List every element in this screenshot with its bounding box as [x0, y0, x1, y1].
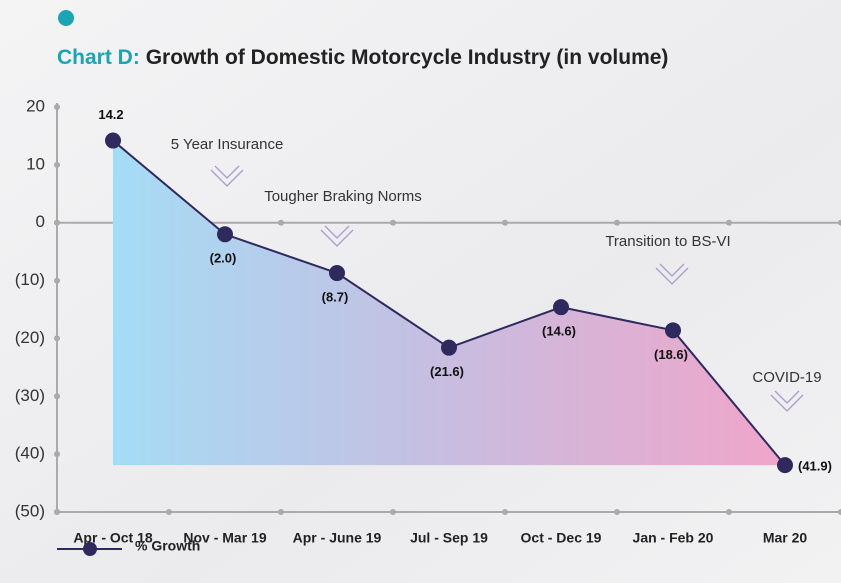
x-tick-mark	[726, 509, 732, 515]
annotation: 5 Year Insurance	[171, 136, 284, 153]
x-tick-label: Jan - Feb 20	[633, 530, 714, 546]
zero-dot	[54, 219, 60, 226]
x-tick-label: Apr - Oct 18	[73, 530, 153, 546]
title-dot	[58, 10, 74, 26]
x-tick-mark	[390, 509, 396, 515]
point	[329, 265, 345, 282]
y-tick-label: (40)	[15, 444, 45, 463]
chevron	[770, 390, 804, 412]
y-tick-label: 0	[36, 212, 45, 231]
value-label: (14.6)	[542, 324, 576, 339]
x-tick-mark	[54, 509, 60, 515]
x-tick-label: Mar 20	[763, 530, 808, 546]
y-tick-mark	[54, 277, 60, 284]
annotation: COVID-19	[752, 369, 821, 386]
zero-dot	[726, 219, 732, 226]
x-tick-label: Apr - June 19	[293, 530, 382, 546]
value-label: (18.6)	[654, 347, 688, 362]
y-tick-label: (20)	[15, 328, 45, 347]
chevron	[655, 263, 689, 285]
x-tick-mark	[166, 509, 172, 515]
title-prefix: Chart D:	[57, 46, 140, 69]
point	[441, 339, 457, 356]
annotation: Tougher Braking Norms	[264, 188, 422, 205]
annotation: Transition to BS-VI	[605, 233, 730, 250]
zero-dot	[278, 219, 284, 226]
x-tick-mark	[838, 509, 841, 515]
legend-label: % Growth	[135, 538, 200, 554]
y-tick-mark	[54, 451, 60, 458]
y-tick-label: (30)	[15, 386, 45, 405]
zero-dot	[838, 219, 841, 226]
point	[217, 226, 233, 243]
value-label: 14.2	[98, 107, 123, 122]
y-tick-mark	[54, 393, 60, 400]
x-tick-mark	[502, 509, 508, 515]
zero-dot	[614, 219, 620, 226]
y-tick-label: 20	[26, 96, 45, 115]
y-tick-label: (10)	[15, 270, 45, 289]
chart-title: Chart D: Growth of Domestic Motorcycle I…	[57, 46, 668, 69]
x-tick-mark	[614, 509, 620, 515]
value-label: (21.6)	[430, 364, 464, 379]
point	[665, 322, 681, 339]
y-tick-mark	[54, 104, 60, 110]
zero-dot	[502, 219, 508, 226]
value-label: (41.9)	[798, 459, 832, 474]
legend-marker	[83, 542, 97, 556]
x-tick-mark	[278, 509, 284, 515]
point	[105, 132, 121, 149]
value-label: (8.7)	[322, 289, 349, 304]
point	[553, 299, 569, 316]
title-text: Growth of Domestic Motorcycle Industry (…	[146, 46, 669, 69]
chevron	[210, 165, 244, 187]
x-tick-label: Jul - Sep 19	[410, 530, 488, 546]
x-tick-label: Oct - Dec 19	[521, 530, 602, 546]
area	[113, 140, 785, 466]
x-tick-label: Nov - Mar 19	[183, 530, 266, 546]
point	[777, 457, 793, 474]
y-tick-label: (50)	[15, 501, 45, 520]
y-tick-mark	[54, 161, 60, 168]
value-label: (2.0)	[210, 251, 237, 266]
zero-dot	[390, 219, 396, 226]
y-tick-label: 10	[26, 154, 45, 173]
y-tick-mark	[54, 335, 60, 342]
chevron	[320, 225, 354, 247]
